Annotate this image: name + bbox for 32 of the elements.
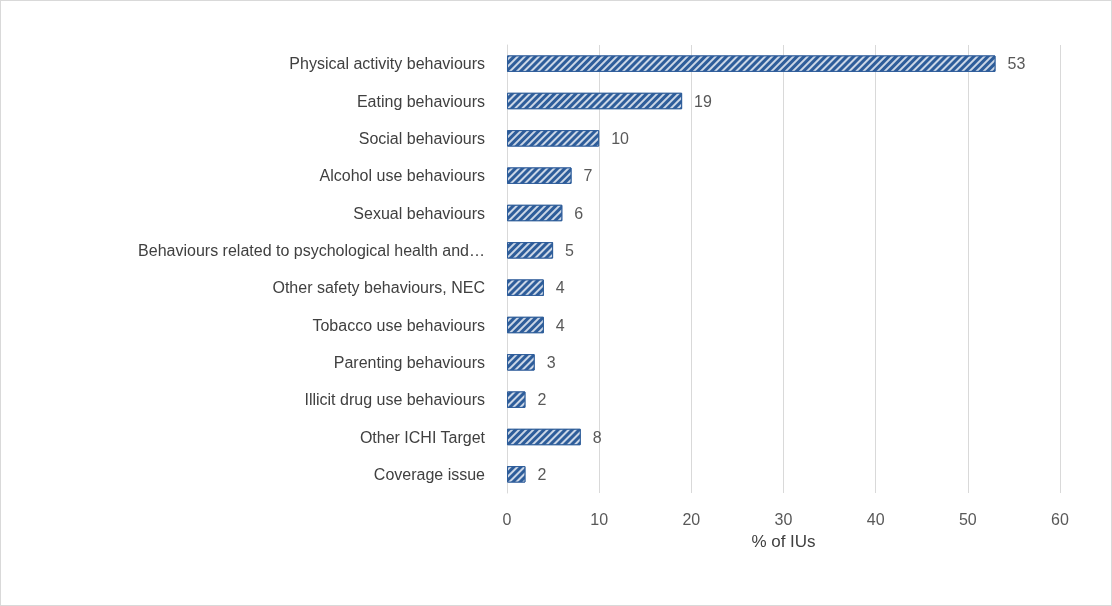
x-tick-label: 50 bbox=[958, 510, 977, 528]
data-label: 7 bbox=[583, 167, 593, 185]
data-label: 6 bbox=[574, 204, 584, 222]
y-tick-label: Social behaviours bbox=[358, 129, 485, 147]
x-tick-label: 40 bbox=[866, 510, 885, 528]
x-tick-label: 30 bbox=[774, 510, 793, 528]
data-label: 19 bbox=[694, 92, 713, 110]
x-axis-title: % of IUs bbox=[751, 532, 816, 551]
x-tick-label: 20 bbox=[682, 510, 701, 528]
y-tick-label: Other ICHI Target bbox=[359, 428, 486, 446]
y-tick-label: Illicit drug use behaviours bbox=[304, 391, 485, 409]
x-tick-label: 60 bbox=[1051, 510, 1069, 528]
y-tick-label: Tobacco use behaviours bbox=[312, 316, 485, 334]
data-label: 8 bbox=[592, 428, 602, 446]
data-label: 53 bbox=[1007, 55, 1026, 73]
data-label: 2 bbox=[537, 391, 547, 409]
y-tick-label: Eating behaviours bbox=[356, 92, 485, 110]
data-label: 3 bbox=[546, 353, 556, 371]
y-tick-label: Physical activity behaviours bbox=[289, 55, 485, 73]
y-tick-label: Alcohol use behaviours bbox=[319, 167, 485, 185]
data-label: 4 bbox=[555, 316, 565, 334]
y-tick-label: Sexual behaviours bbox=[353, 204, 485, 222]
x-tick-label: 0 bbox=[502, 510, 512, 528]
x-tick-label: 10 bbox=[590, 510, 609, 528]
data-label: 2 bbox=[537, 465, 547, 483]
data-label: 10 bbox=[611, 129, 630, 147]
y-tick-label: Coverage issue bbox=[373, 465, 486, 483]
y-tick-label: Parenting behaviours bbox=[333, 353, 485, 371]
data-label: 5 bbox=[565, 241, 575, 259]
data-label: 4 bbox=[555, 279, 565, 297]
y-tick-label: Other safety behaviours, NEC bbox=[272, 279, 485, 297]
y-tick-label: Behaviours related to psychological health and… bbox=[138, 241, 485, 259]
